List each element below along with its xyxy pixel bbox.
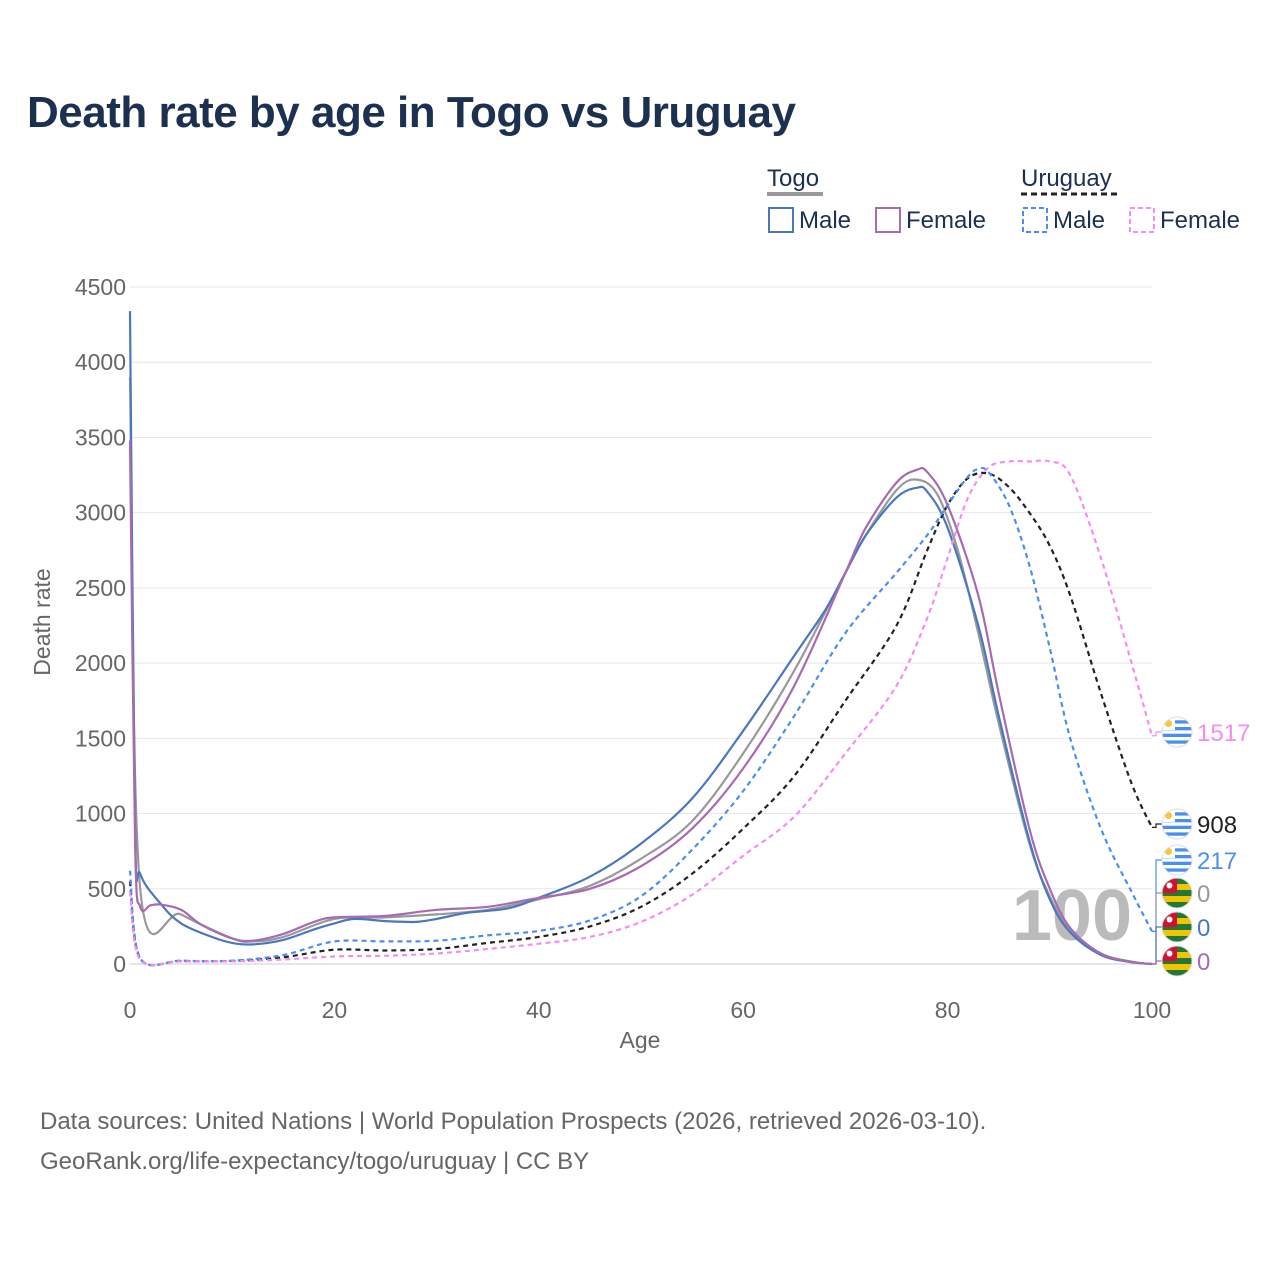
end-label-value: 0	[1197, 881, 1210, 908]
x-tick-label: 0	[124, 997, 137, 1023]
series-line-togo-female	[128, 440, 1153, 966]
legend-group-uruguay-title: Uruguay	[1021, 165, 1112, 192]
legend-group-togo: Togo Male Female	[767, 165, 986, 234]
series-line-uruguay-male	[128, 466, 1153, 967]
legend-togo-female-label: Female	[906, 207, 986, 234]
end-label-connector	[1152, 859, 1162, 932]
legend-uruguay-female-swatch	[1129, 207, 1155, 233]
end-labels: 1517 908 217 0 0 0	[1152, 716, 1250, 977]
series-line-togo-male	[128, 311, 1153, 966]
y-tick-label: 1500	[75, 725, 126, 751]
y-tick-label: 4500	[75, 274, 126, 300]
grid	[130, 286, 1152, 965]
legend-group-uruguay: Uruguay Male Female	[1021, 165, 1240, 234]
y-tick-label: 0	[113, 951, 126, 977]
togo-flag-icon	[1161, 945, 1193, 977]
end-label-connector	[1152, 731, 1162, 737]
y-tick-label: 3500	[75, 424, 126, 450]
end-label-connector	[1152, 823, 1162, 828]
y-tick-label: 1000	[75, 801, 126, 827]
uruguay-flag-icon	[1161, 808, 1193, 840]
series-line-uruguay-female	[128, 459, 1154, 967]
y-tick-label: 3000	[75, 500, 126, 526]
y-axis-label: Death rate	[29, 568, 55, 675]
watermark-year: 100	[1012, 876, 1132, 956]
x-tick-label: 100	[1133, 997, 1171, 1023]
series-lines	[128, 311, 1154, 967]
legend-uruguay-male-label: Male	[1053, 207, 1105, 234]
x-tick-label: 60	[730, 997, 756, 1023]
legend: Togo Male Female Uruguay Male Female	[767, 165, 1240, 234]
end-label-value: 0	[1197, 915, 1210, 942]
end-label-value: 908	[1197, 812, 1237, 839]
legend-uruguay-female-label: Female	[1160, 207, 1240, 234]
y-tick-label: 500	[88, 876, 126, 902]
uruguay-flag-icon	[1161, 844, 1193, 876]
chart-title: Death rate by age in Togo vs Uruguay	[27, 88, 796, 137]
legend-group-togo-title: Togo	[767, 165, 819, 192]
end-label-value: 1517	[1197, 720, 1250, 747]
end-label-connector	[1152, 960, 1162, 965]
togo-flag-icon	[1161, 911, 1193, 943]
x-tick-label: 40	[526, 997, 552, 1023]
end-label-connector	[1152, 892, 1162, 965]
x-tick-label: 20	[322, 997, 348, 1023]
x-axis-ticks: 0 20 40 60 80 100	[124, 997, 1172, 1023]
end-label-value: 217	[1197, 848, 1237, 875]
series-line-togo-total	[128, 377, 1153, 966]
end-label-value: 0	[1197, 949, 1210, 976]
y-axis-ticks: 0 500 1000 1500 2000 2500 3000 3500 4000 4500	[75, 274, 126, 977]
legend-togo-male-swatch	[768, 207, 794, 233]
togo-flag-icon	[1161, 877, 1193, 909]
uruguay-flag-icon	[1161, 716, 1193, 748]
footer-url: GeoRank.org/life-expectancy/togo/uruguay…	[40, 1148, 590, 1175]
y-tick-label: 4000	[75, 349, 126, 375]
legend-uruguay-male-swatch	[1022, 207, 1048, 233]
legend-togo-female-swatch	[875, 207, 901, 233]
footer-sources: Data sources: United Nations | World Pop…	[40, 1108, 987, 1135]
x-tick-label: 80	[935, 997, 961, 1023]
legend-togo-male-label: Male	[799, 207, 851, 234]
y-tick-label: 2000	[75, 650, 126, 676]
x-axis-label: Age	[620, 1027, 661, 1053]
end-label-connector	[1152, 926, 1162, 965]
y-tick-label: 2500	[75, 575, 126, 601]
